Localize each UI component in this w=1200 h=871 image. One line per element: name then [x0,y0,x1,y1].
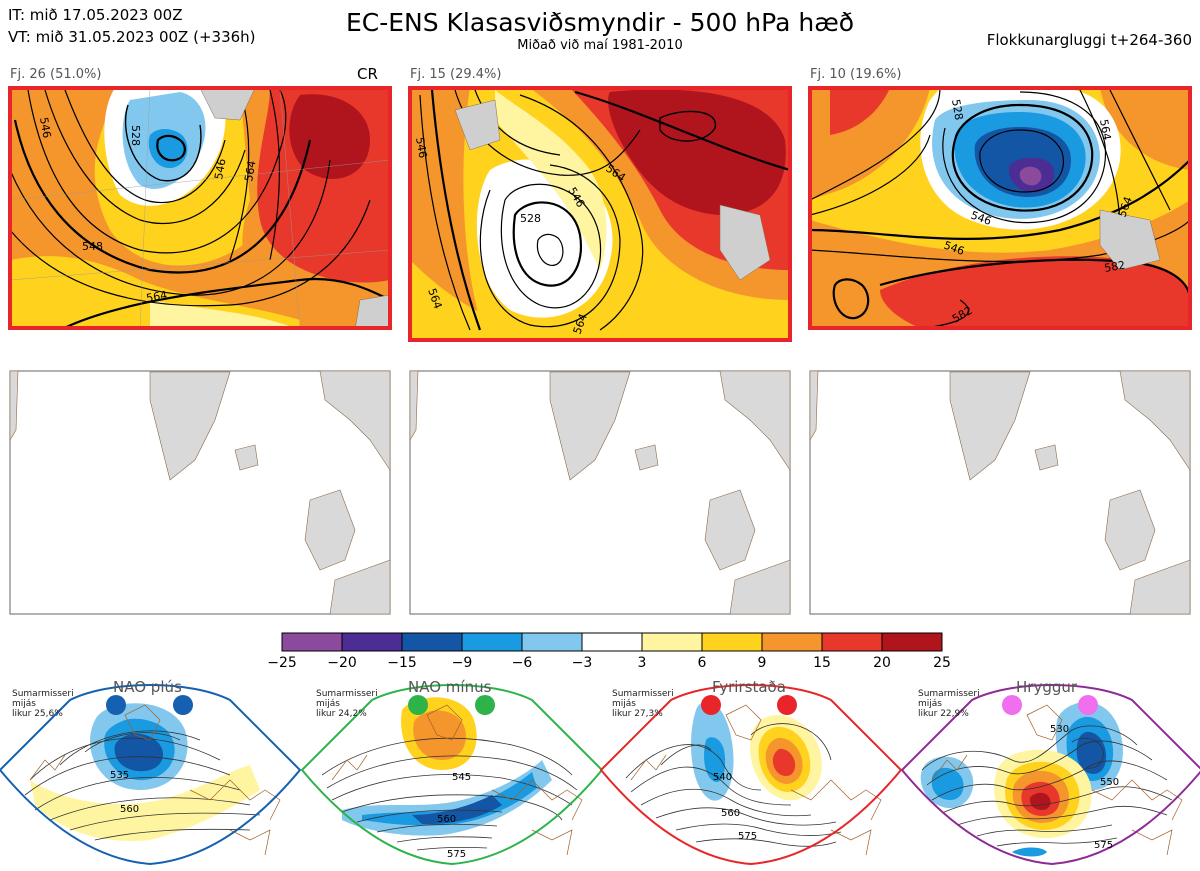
contour-label: 575 [447,849,466,860]
colorbar-swatch [521,632,583,652]
contour-label: 575 [1094,840,1113,851]
contour-label: 564 [145,289,168,305]
initial-time: IT: mið 17.05.2023 00Z [8,6,183,24]
page-subtitle: Miðað við maí 1981-2010 [517,38,683,53]
colorbar-tick-label: −20 [327,655,357,671]
regime-nao-plus-map: 535 560 [0,684,302,866]
colorbar-tick-label: 25 [933,655,951,671]
contour-label: 564 [242,160,258,183]
contour-label: 528 [949,98,965,121]
colorbar-tick-label: 20 [873,655,891,671]
colorbar-swatch [761,632,823,652]
contour-label: 528 [129,125,142,146]
empty-map-3 [809,370,1191,615]
cluster-2-map: 546 564 528 546 564 564 [410,88,790,340]
regime-ridge-info: Sumarmisseri mijás likur 22,9% [918,689,980,719]
contour-label: 564 [1097,118,1113,141]
classification-window: Flokkunargluggi t+264-360 [986,31,1192,49]
empty-map-1 [9,370,391,615]
cluster-3-map: 528 546 564 546 564 582 582 [810,88,1190,328]
colorbar-swatch [341,632,403,652]
colorbar-tick-label: 9 [757,655,767,671]
regime-nao-minus-map: 545 560 575 [300,684,604,866]
cluster-1-label: Fj. 26 (51.0%) [10,67,102,82]
contour-label: 545 [452,772,471,783]
empty-map-2 [409,370,791,615]
contour-label: 582 [1103,259,1126,275]
regime-ridge-map: 530 550 575 [900,684,1200,866]
colorbar-tick-label: 3 [637,655,647,671]
cluster-1-map: 528 546 564 546 548 564 [10,88,390,328]
colorbar-tick-label: −9 [451,655,473,671]
colorbar-swatch [701,632,763,652]
regime-maps: 535 560 545 560 57 [0,684,1200,866]
contour-label: 540 [713,772,732,783]
contour-label: 548 [82,240,103,253]
contour-label: 550 [1100,777,1119,788]
colorbar-swatch [461,632,523,652]
cluster-2-frame [408,86,792,342]
regime-blocking-title: Fyrirstaða [712,678,786,696]
run-info: IT: mið 17.05.2023 00Z VT: mið 31.05.202… [8,4,256,48]
colorbar-tick-label: −25 [267,655,297,671]
contour-label: 528 [520,212,541,225]
colorbar-swatch [641,632,703,652]
page-title: EC-ENS Klasasviðsmyndir - 500 hPa hæð [345,8,855,37]
contour-label: 530 [1050,724,1069,735]
colorbar-swatch [401,632,463,652]
colorbar-swatch [581,632,643,652]
colorbar-swatch [281,632,343,652]
colorbar-tick-label: −3 [571,655,593,671]
contour-label: 560 [721,808,740,819]
cluster-1-tag: CR [357,65,378,83]
regime-nao-plus-title: NAO plús [113,678,182,696]
colorbar [281,632,943,652]
cluster-3-frame [808,86,1192,330]
colorbar-swatch [821,632,883,652]
colorbar-tick-label: 6 [697,655,707,671]
colorbar-tick-label: 15 [813,655,831,671]
regime-blocking-info: Sumarmisseri mijás likur 27,3% [612,689,674,719]
regime-blocking-map: 540 560 575 [599,684,903,866]
regime-ridge-title: Hryggur [1016,678,1078,696]
contour-label: 560 [437,814,456,825]
regime-nao-minus-info: Sumarmisseri mijás likur 24,2% [316,689,378,719]
contour-label: 546 [37,116,53,139]
regime-nao-plus-info: Sumarmisseri mijás likur 25,6% [12,689,74,719]
cluster-2-label: Fj. 15 (29.4%) [410,67,502,82]
colorbar-tick-label: −15 [387,655,417,671]
contour-label: 575 [738,831,757,842]
cluster-3-label: Fj. 10 (19.6%) [810,67,902,82]
contour-label: 560 [120,804,139,815]
contour-label: 535 [110,770,129,781]
cluster-1-frame [8,86,392,330]
colorbar-swatch [881,632,943,652]
contour-label: 546 [212,158,228,181]
regime-nao-minus-title: NAO mínus [408,678,492,696]
colorbar-tick-label: −6 [511,655,533,671]
contour-label: 546 [413,136,429,159]
valid-time: VT: mið 31.05.2023 00Z (+336h) [8,28,256,46]
